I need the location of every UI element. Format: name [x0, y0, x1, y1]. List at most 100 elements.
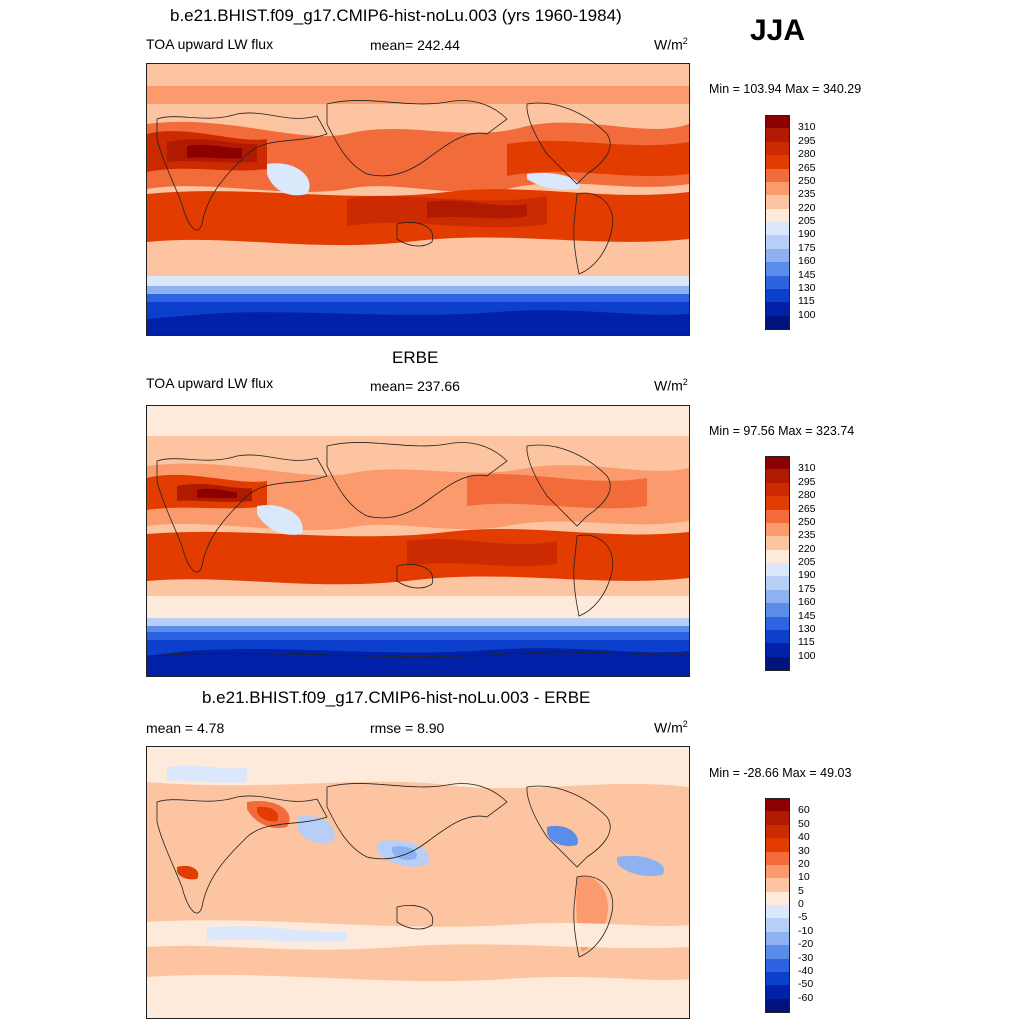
colorbar-tick-label: 10: [798, 871, 810, 884]
colorbar-tick-label: -50: [798, 978, 814, 991]
colorbar-tick-label: 115: [798, 636, 815, 649]
colorbar-tick-label: 130: [798, 281, 816, 294]
colorbar-tick-label: 130: [798, 622, 816, 635]
colorbar-swatch: [765, 589, 790, 604]
colorbar-tick-label: 175: [798, 582, 816, 595]
colorbar-tick-label: 280: [798, 489, 816, 502]
colorbar-swatch: [765, 115, 790, 129]
colorbar: 310 295 280 265 250 235 220 205 190 175 160 145 130 1…: [765, 456, 816, 671]
colorbar-swatch: [765, 262, 790, 276]
colorbar-tick-label: 145: [798, 609, 816, 622]
variable-label: TOA upward LW flux: [146, 375, 274, 391]
colorbar-swatch: [765, 824, 790, 839]
colorbar-swatch: [765, 469, 790, 484]
colorbar-swatch: [765, 998, 790, 1013]
colorbar-swatch: [765, 629, 790, 644]
colorbar-swatch: [765, 891, 790, 906]
colorbar-tick-label: 60: [798, 804, 810, 817]
colorbar: 310 295 280 265 250 235 220 205 190 175 160 145 130 1…: [765, 115, 816, 330]
colorbar-tick-label: 220: [798, 201, 816, 214]
colorbar-swatch: [765, 128, 790, 143]
colorbar-tick-label: 100: [798, 649, 816, 662]
mean-label: mean= 242.44: [370, 37, 460, 53]
colorbar-swatch: [765, 208, 790, 223]
units-label: W/m2: [654, 377, 688, 394]
colorbar-tick-label: 5: [798, 884, 804, 897]
colorbar-tick-label: 235: [798, 529, 816, 542]
season-label: JJA: [750, 14, 806, 47]
colorbar-swatch: [765, 945, 790, 959]
colorbar-tick-label: 115: [798, 295, 815, 308]
colorbar-tick-label: -10: [798, 924, 814, 937]
colorbar-swatch: [765, 275, 790, 290]
colorbar-tick-label: 145: [798, 268, 816, 281]
mean-label: mean= 237.66: [370, 378, 460, 394]
colorbar-tick-label: 100: [798, 308, 816, 321]
colorbar-swatch: [765, 496, 790, 510]
colorbar-tick-label: 280: [798, 148, 816, 161]
colorbar-tick-label: 160: [798, 596, 816, 609]
colorbar-swatch: [765, 141, 790, 156]
colorbar-tick-label: 205: [798, 215, 816, 227]
colorbar-tick-label: -5: [798, 911, 808, 924]
difference-map: [146, 746, 690, 1019]
colorbar-tick-label: 50: [798, 817, 810, 830]
colorbar-tick-label: 235: [798, 188, 816, 201]
colorbar-swatch: [765, 235, 790, 250]
colorbar-tick-label: 40: [798, 831, 810, 844]
units-label: W/m2: [654, 719, 688, 736]
colorbar-tick-label: 310: [798, 121, 816, 134]
colorbar-swatch: [765, 222, 790, 236]
colorbar-tick-label: 265: [798, 161, 816, 174]
colorbar: 60 50 40 30 20 10 5 0 -5 -10 -20 -30 -40 -50 -60: [765, 798, 813, 1013]
mean-label: mean = 4.78: [146, 720, 225, 736]
colorbar-swatch: [765, 509, 790, 524]
colorbar-swatch: [765, 181, 790, 196]
colorbar-tick-label: 190: [798, 228, 816, 241]
colorbar-tick-label: 295: [798, 475, 816, 488]
colorbar-tick-label: -30: [798, 951, 814, 964]
colorbar-tick-label: 0: [798, 898, 804, 910]
colorbar-swatch: [765, 905, 790, 919]
colorbar-tick-label: -60: [798, 991, 814, 1004]
colorbar-swatch: [765, 456, 790, 470]
colorbar-tick-label: 20: [798, 857, 810, 870]
colorbar-swatch: [765, 958, 790, 973]
colorbar-swatch: [765, 931, 790, 946]
colorbar-swatch: [765, 549, 790, 564]
colorbar-tick-label: -40: [798, 964, 814, 977]
colorbar-swatch: [765, 563, 790, 577]
colorbar-swatch: [765, 536, 790, 551]
colorbar-swatch: [765, 302, 790, 317]
colorbar-tick-label: 30: [798, 844, 810, 857]
colorbar-swatch: [765, 603, 790, 617]
colorbar-swatch: [765, 155, 790, 169]
colorbar-tick-label: -20: [798, 938, 814, 951]
colorbar-swatch: [765, 643, 790, 658]
colorbar-swatch: [765, 482, 790, 497]
colorbar-swatch: [765, 798, 790, 812]
colorbar-swatch: [765, 288, 790, 303]
colorbar-swatch: [765, 168, 790, 183]
colorbar-swatch: [765, 656, 790, 671]
olr-map: [146, 63, 690, 336]
colorbar-swatch: [765, 918, 790, 933]
colorbar-tick-label: 175: [798, 241, 816, 254]
colorbar-swatch: [765, 838, 790, 852]
minmax-label: Min = 97.56 Max = 323.74: [709, 424, 855, 438]
panel-title: b.e21.BHIST.f09_g17.CMIP6-hist-noLu.003 …: [202, 688, 591, 707]
colorbar-swatch: [765, 616, 790, 631]
colorbar-tick-label: 265: [798, 502, 816, 515]
panel-title: ERBE: [392, 348, 439, 367]
colorbar-tick-label: 250: [798, 515, 816, 528]
colorbar-tick-label: 295: [798, 134, 816, 147]
colorbar-swatch: [765, 971, 790, 986]
colorbar-tick-label: 205: [798, 556, 816, 568]
colorbar-swatch: [765, 195, 790, 210]
colorbar-swatch: [765, 864, 790, 879]
colorbar-swatch: [765, 315, 790, 330]
colorbar-swatch: [765, 576, 790, 591]
colorbar-swatch: [765, 985, 790, 1000]
units-label: W/m2: [654, 36, 688, 53]
colorbar-swatch: [765, 851, 790, 866]
